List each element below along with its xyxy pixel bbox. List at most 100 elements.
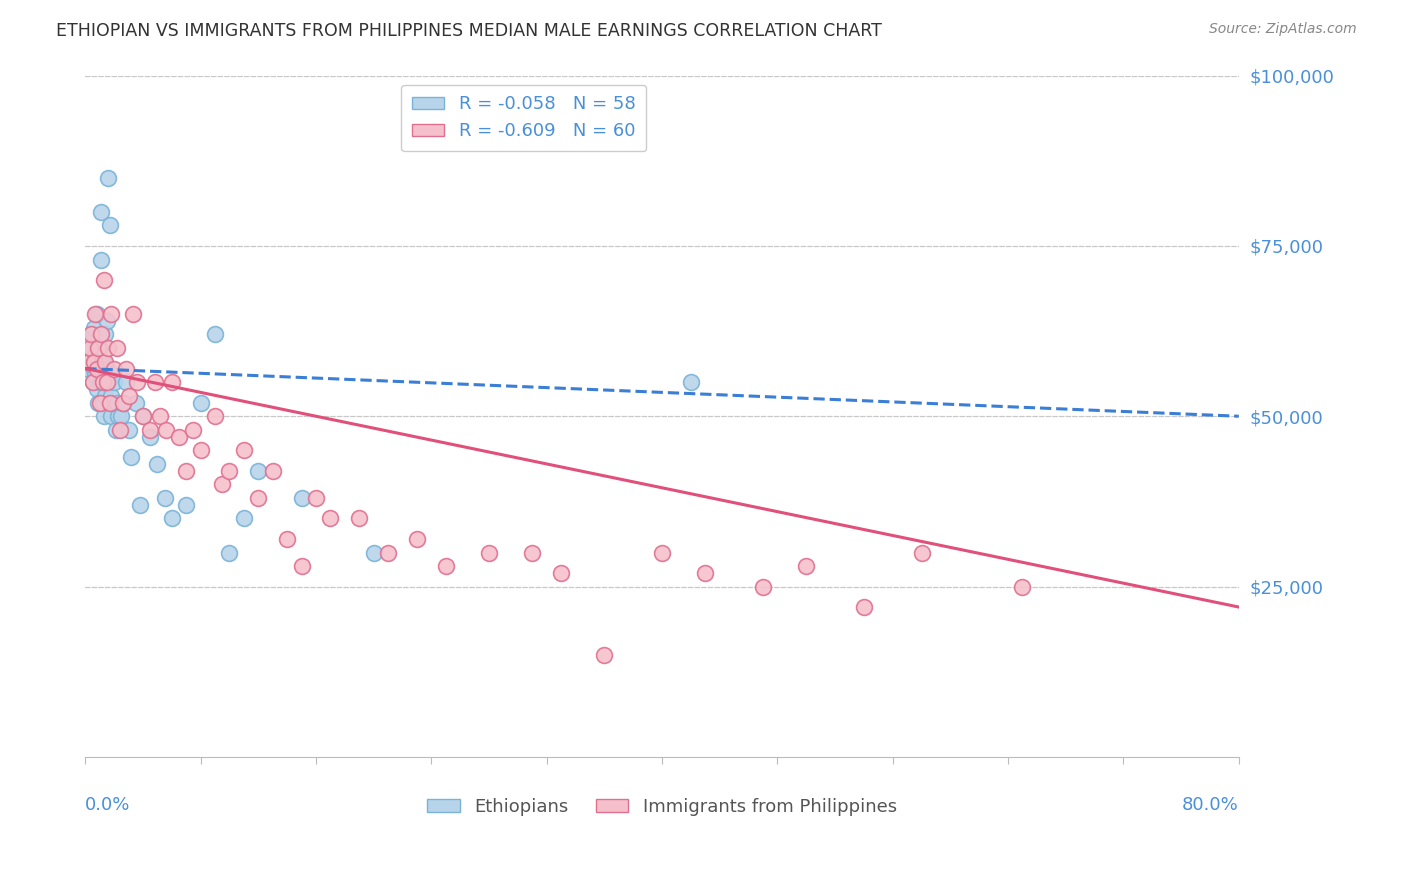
Text: Source: ZipAtlas.com: Source: ZipAtlas.com — [1209, 22, 1357, 37]
Point — [139, 423, 162, 437]
Point — [139, 430, 162, 444]
Point — [434, 559, 457, 574]
Point — [86, 382, 108, 396]
Point — [86, 307, 108, 321]
Point — [695, 566, 717, 580]
Point — [80, 327, 103, 342]
Point — [100, 307, 122, 321]
Point — [183, 423, 205, 437]
Point — [290, 559, 312, 574]
Point — [82, 375, 104, 389]
Point — [79, 355, 101, 369]
Point — [211, 477, 233, 491]
Point — [305, 491, 328, 505]
Point — [83, 320, 105, 334]
Point — [319, 511, 342, 525]
Point — [218, 464, 240, 478]
Point — [679, 375, 702, 389]
Point — [108, 423, 131, 437]
Point — [550, 566, 572, 580]
Point — [204, 327, 226, 342]
Point — [105, 341, 128, 355]
Point — [96, 375, 118, 389]
Point — [91, 375, 114, 389]
Point — [651, 545, 673, 559]
Point — [160, 375, 183, 389]
Point — [406, 532, 429, 546]
Text: 0.0%: 0.0% — [86, 796, 131, 814]
Point — [91, 375, 114, 389]
Point — [204, 409, 226, 424]
Point — [247, 491, 270, 505]
Point — [167, 430, 190, 444]
Point — [93, 375, 115, 389]
Point — [77, 355, 100, 369]
Point — [143, 375, 166, 389]
Point — [478, 545, 501, 559]
Point — [90, 204, 112, 219]
Point — [83, 355, 105, 369]
Point — [84, 368, 107, 383]
Point — [89, 375, 111, 389]
Point — [91, 355, 114, 369]
Point — [117, 389, 139, 403]
Point — [105, 395, 128, 409]
Point — [155, 423, 177, 437]
Point — [94, 327, 117, 342]
Point — [174, 464, 197, 478]
Point — [122, 307, 145, 321]
Point — [218, 545, 240, 559]
Point — [97, 170, 120, 185]
Point — [89, 341, 111, 355]
Point — [232, 443, 254, 458]
Point — [90, 327, 112, 342]
Point — [79, 341, 101, 355]
Point — [93, 273, 115, 287]
Text: ETHIOPIAN VS IMMIGRANTS FROM PHILIPPINES MEDIAN MALE EARNINGS CORRELATION CHART: ETHIOPIAN VS IMMIGRANTS FROM PHILIPPINES… — [56, 22, 882, 40]
Point — [752, 580, 775, 594]
Point — [104, 423, 127, 437]
Point — [89, 395, 111, 409]
Point — [98, 219, 121, 233]
Point — [83, 361, 105, 376]
Point — [149, 409, 172, 424]
Point — [120, 450, 142, 464]
Point — [84, 348, 107, 362]
Point — [98, 395, 121, 409]
Point — [146, 457, 169, 471]
Point — [114, 361, 136, 376]
Point — [89, 361, 111, 376]
Point — [114, 375, 136, 389]
Point — [87, 341, 110, 355]
Point — [852, 600, 875, 615]
Point — [377, 545, 399, 559]
Point — [94, 355, 117, 369]
Point — [86, 361, 108, 376]
Point — [127, 375, 149, 389]
Point — [117, 423, 139, 437]
Point — [103, 361, 125, 376]
Point — [96, 361, 118, 376]
Point — [84, 307, 107, 321]
Point — [80, 341, 103, 355]
Point — [87, 395, 110, 409]
Point — [190, 443, 212, 458]
Point — [262, 464, 284, 478]
Point — [794, 559, 817, 574]
Point — [96, 314, 118, 328]
Point — [110, 409, 132, 424]
Point — [103, 375, 125, 389]
Point — [247, 464, 270, 478]
Point — [82, 327, 104, 342]
Point — [111, 395, 134, 409]
Point — [94, 389, 117, 403]
Point — [107, 409, 129, 424]
Point — [129, 498, 152, 512]
Point — [593, 648, 616, 662]
Point — [111, 395, 134, 409]
Point — [290, 491, 312, 505]
Point — [132, 409, 155, 424]
Point — [100, 389, 122, 403]
Point — [276, 532, 298, 546]
Point — [153, 491, 176, 505]
